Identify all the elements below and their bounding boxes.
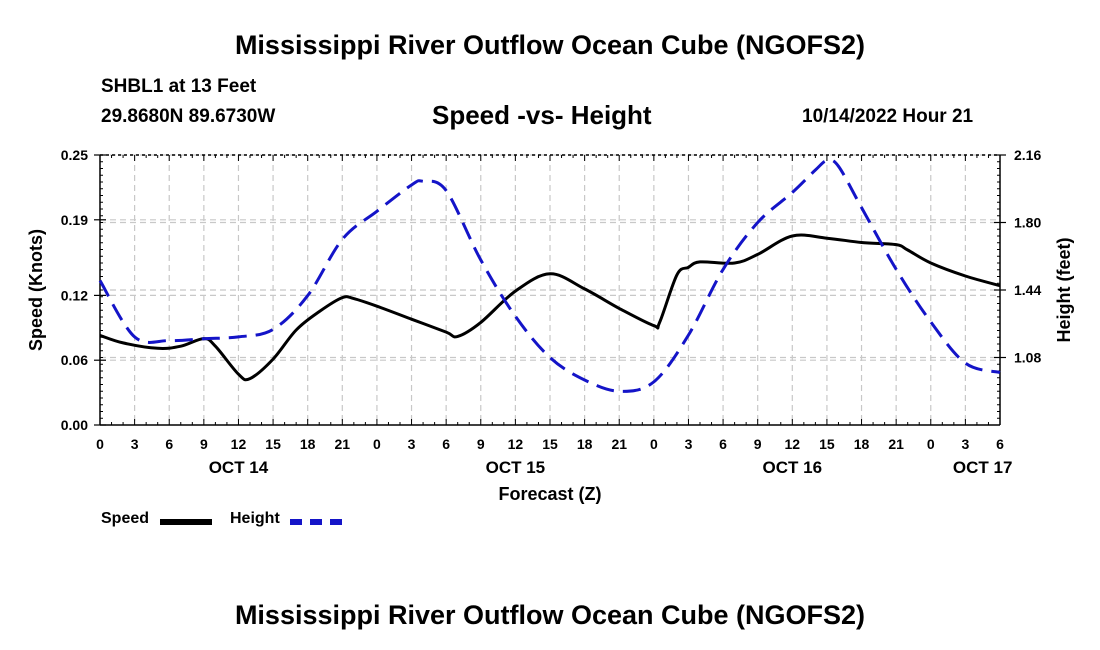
x-tick-label: 12 [508,436,524,452]
x-tick-label: 6 [165,436,173,452]
x-axis-title: Forecast (Z) [498,484,601,504]
station-coordinates: 29.8680N 89.6730W [101,106,276,127]
station-label: SHBL1 at 13 Feet [101,76,257,97]
x-tick-label: 3 [685,436,693,452]
y2-axis-title: Height (feet) [1054,238,1074,343]
x-tick-label: 6 [996,436,1004,452]
main-title: Mississippi River Outflow Ocean Cube (NG… [234,30,866,60]
y-tick-label: 0.06 [61,352,88,368]
x-tick-label: 0 [96,436,104,452]
legend-speed-label: Speed [101,510,150,527]
y-axis-title: Speed (Knots) [26,229,46,351]
y2-tick-label: 1.80 [1014,215,1041,231]
x-tick-label: 0 [373,436,381,452]
series-speed-line [99,233,1001,382]
x-tick-label: 9 [477,436,485,452]
legend-speed-swatch [160,519,212,525]
y2-tick-label: 1.44 [1014,282,1041,298]
x-tick-label: 21 [888,436,904,452]
x-tick-label: 21 [611,436,627,452]
y2-tick-label: 2.16 [1014,147,1041,163]
x-tick-label: 6 [719,436,727,452]
x-tick-label: 3 [131,436,139,452]
x-tick-label: 12 [231,436,247,452]
x-tick-label: 9 [754,436,762,452]
x-tick-label: 12 [785,436,801,452]
x-tick-label: 9 [200,436,208,452]
x-tick-label: 15 [265,436,281,452]
day-label: OCT 17 [953,458,1013,477]
chart-subtitle: Speed -vs- Height [432,100,652,130]
x-tick-label: 15 [542,436,558,452]
y-tick-label: 0.19 [61,212,88,228]
day-label: OCT 15 [486,458,546,477]
y2-tick-label: 1.08 [1014,350,1041,366]
day-label: OCT 16 [763,458,823,477]
x-tick-label: 3 [408,436,416,452]
series-height-line [98,158,1001,393]
forecast-datetime: 10/14/2022 Hour 21 [802,106,974,127]
x-tick-label: 3 [961,436,969,452]
repeated-title: Mississippi River Outflow Ocean Cube (NG… [234,600,866,630]
x-tick-label: 6 [442,436,450,452]
x-tick-label: 15 [819,436,835,452]
x-tick-label: 18 [854,436,870,452]
x-tick-label: 21 [335,436,351,452]
x-tick-label: 0 [650,436,658,452]
grid [100,154,1000,425]
y-tick-label: 0.12 [61,287,88,303]
y-tick-label: 0.25 [61,147,88,163]
day-label: OCT 14 [209,458,269,477]
legend-height-swatch [290,519,342,525]
y-tick-label: 0.00 [61,417,88,433]
x-tick-label: 18 [300,436,316,452]
x-tick-label: 18 [577,436,593,452]
legend-height-label: Height [230,510,280,527]
x-tick-label: 0 [927,436,935,452]
